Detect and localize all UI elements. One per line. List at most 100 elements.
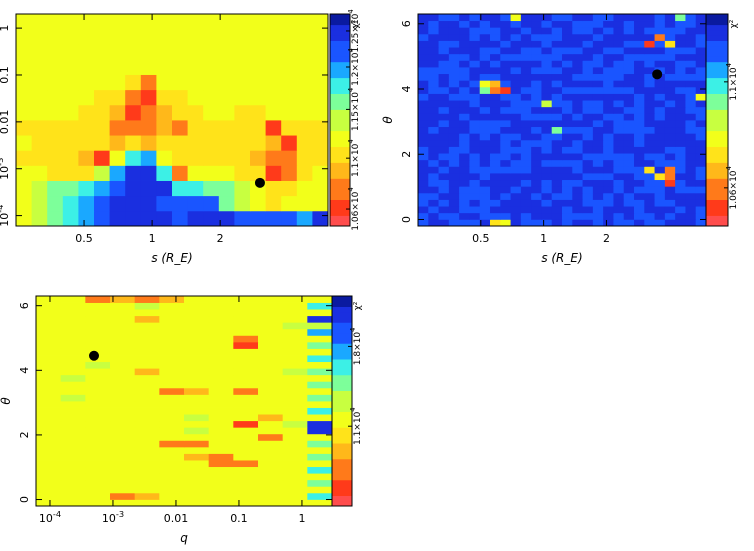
heatmap-cell <box>469 67 481 75</box>
heatmap-cell <box>250 29 266 45</box>
heatmap-cell <box>234 89 251 106</box>
heatmap-cell <box>134 440 160 448</box>
heatmap-cell <box>572 212 583 220</box>
heatmap-cell <box>60 420 86 428</box>
heatmap-cell <box>582 27 594 35</box>
heatmap-cell <box>307 387 333 395</box>
heatmap-cell <box>208 407 234 415</box>
heatmap-cell <box>265 74 282 91</box>
heatmap-cell <box>78 74 95 91</box>
colorbar-swatch <box>706 40 728 47</box>
heatmap-cell <box>613 146 625 154</box>
heatmap-cell <box>490 166 501 174</box>
heatmap-cell <box>603 126 614 134</box>
heatmap-cell <box>603 14 614 22</box>
heatmap-cell <box>469 192 481 200</box>
heatmap-cell <box>551 159 563 167</box>
heatmap-cell <box>16 44 32 60</box>
heatmap-cell <box>134 414 160 422</box>
heatmap-cell <box>428 73 439 81</box>
heatmap-cell <box>562 139 573 147</box>
heatmap-cell <box>623 139 635 147</box>
heatmap-cell <box>282 348 308 356</box>
heatmap-cell <box>282 446 308 454</box>
heatmap-cell <box>623 47 635 55</box>
heatmap-cell <box>582 192 594 200</box>
heatmap-cell <box>520 212 532 220</box>
heatmap-cell <box>490 73 501 81</box>
heatmap-cell <box>428 113 439 121</box>
heatmap-cell <box>85 381 111 389</box>
heatmap-cell <box>634 113 645 121</box>
heatmap-cell <box>500 133 511 141</box>
heatmap-cell <box>479 60 491 68</box>
heatmap-cell <box>592 33 604 41</box>
colorbar-swatch <box>330 141 350 147</box>
heatmap-cell <box>644 120 655 128</box>
heatmap-cell <box>459 212 470 220</box>
heatmap-cell <box>572 159 583 167</box>
colorbar-tick-label: 1.06×104 <box>725 166 739 209</box>
heatmap-cell <box>675 80 686 88</box>
heatmap-cell <box>156 195 173 212</box>
heatmap-cell <box>603 139 614 147</box>
heatmap-cell <box>644 106 655 114</box>
heatmap-cell <box>541 40 553 48</box>
colorbar-swatch <box>332 395 352 402</box>
heatmap-cell <box>418 80 429 88</box>
heatmap-cell <box>312 104 329 121</box>
heatmap-cell <box>531 106 542 114</box>
heatmap-cell <box>203 165 220 181</box>
heatmap-cell <box>36 361 62 369</box>
heatmap-cell <box>418 93 429 101</box>
heatmap-cell <box>172 180 188 197</box>
heatmap-cell <box>172 74 188 91</box>
colorbar-swatch <box>706 130 728 137</box>
heatmap-cell <box>428 106 439 114</box>
colorbar-swatch <box>330 51 350 57</box>
heatmap-cell <box>664 86 676 94</box>
heatmap-cell <box>685 106 697 114</box>
heatmap-cell <box>36 374 62 382</box>
heatmap-cell <box>469 53 481 61</box>
heatmap-cell <box>208 361 234 369</box>
heatmap-cell <box>623 199 635 207</box>
heatmap-cell <box>469 159 481 167</box>
heatmap-cell <box>218 165 235 181</box>
heatmap-cell <box>510 47 522 55</box>
heatmap-cell <box>258 387 284 395</box>
heatmap-cell <box>184 361 210 369</box>
heatmap-cell <box>572 47 583 55</box>
heatmap-cell <box>551 126 563 134</box>
heatmap-cell <box>60 440 86 448</box>
heatmap-cell <box>510 80 522 88</box>
heatmap-cell <box>459 113 470 121</box>
heatmap-cell <box>448 47 460 55</box>
heatmap-cell <box>654 86 666 94</box>
heatmap-cell <box>258 420 284 428</box>
heatmap-cell <box>520 93 532 101</box>
colorbar-swatch <box>706 77 728 84</box>
heatmap-cell <box>644 126 655 134</box>
heatmap-cell <box>572 186 583 194</box>
heatmap-cell <box>159 302 185 310</box>
heatmap-cell <box>60 453 86 461</box>
heatmap-cell <box>675 73 686 81</box>
colorbar-swatch <box>330 125 350 132</box>
heatmap-cell <box>520 27 532 35</box>
heatmap-cell <box>16 165 32 181</box>
heatmap-cell <box>36 368 62 376</box>
heatmap-cell <box>675 100 686 108</box>
heatmap-cell <box>203 150 220 166</box>
heatmap-cell <box>479 219 491 227</box>
heatmap-cell <box>109 195 126 212</box>
heatmap-cell <box>265 14 282 30</box>
heatmap-cell <box>664 192 676 200</box>
heatmap-cell <box>172 150 188 166</box>
heatmap-cell <box>448 20 460 28</box>
colorbar-swatch <box>706 98 728 105</box>
heatmap-cell <box>134 335 160 343</box>
heatmap-cell <box>664 173 676 181</box>
x-tick-label: 2 <box>603 232 610 245</box>
